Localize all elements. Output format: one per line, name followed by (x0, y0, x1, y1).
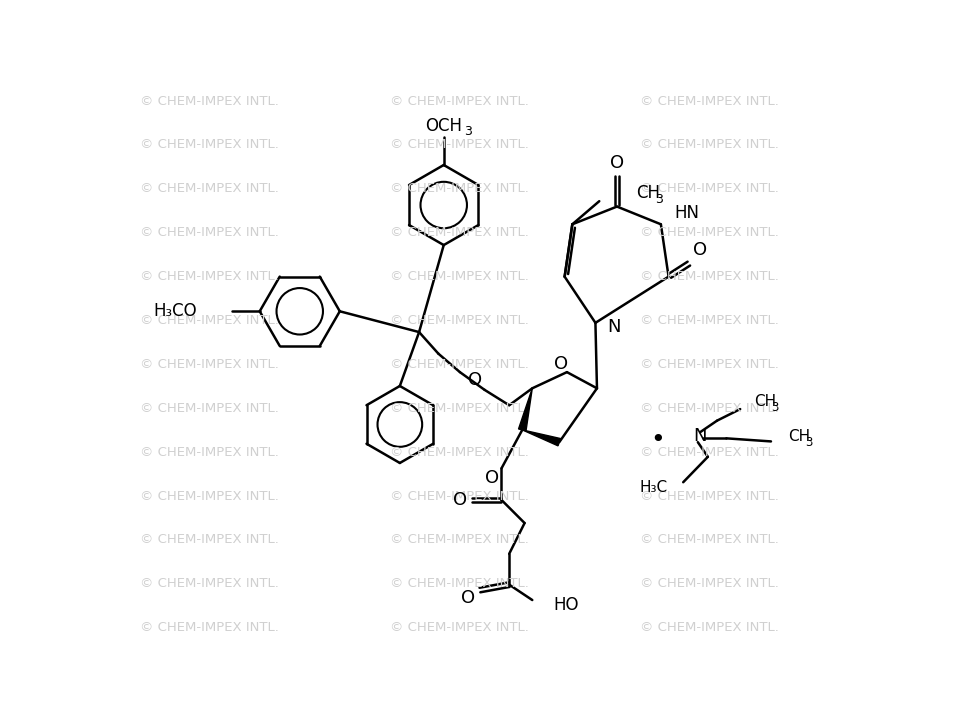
Text: OCH: OCH (426, 118, 463, 136)
Text: © CHEM-IMPEX INTL.: © CHEM-IMPEX INTL. (390, 533, 529, 546)
Text: © CHEM-IMPEX INTL.: © CHEM-IMPEX INTL. (139, 182, 279, 196)
Text: © CHEM-IMPEX INTL.: © CHEM-IMPEX INTL. (139, 270, 279, 283)
Text: © CHEM-IMPEX INTL.: © CHEM-IMPEX INTL. (640, 139, 779, 151)
Text: O: O (453, 491, 467, 509)
Text: O: O (553, 356, 568, 373)
Text: •: • (651, 428, 665, 452)
Text: HN: HN (674, 204, 699, 223)
Text: © CHEM-IMPEX INTL.: © CHEM-IMPEX INTL. (139, 402, 279, 415)
Text: © CHEM-IMPEX INTL.: © CHEM-IMPEX INTL. (640, 490, 779, 503)
Text: N: N (607, 318, 620, 336)
Text: O: O (468, 371, 482, 389)
Text: © CHEM-IMPEX INTL.: © CHEM-IMPEX INTL. (390, 314, 529, 327)
Text: © CHEM-IMPEX INTL.: © CHEM-IMPEX INTL. (640, 621, 779, 634)
Text: © CHEM-IMPEX INTL.: © CHEM-IMPEX INTL. (139, 578, 279, 590)
Text: © CHEM-IMPEX INTL.: © CHEM-IMPEX INTL. (139, 139, 279, 151)
Text: O: O (485, 469, 500, 488)
Text: © CHEM-IMPEX INTL.: © CHEM-IMPEX INTL. (640, 533, 779, 546)
Text: © CHEM-IMPEX INTL.: © CHEM-IMPEX INTL. (640, 270, 779, 283)
Text: O: O (461, 589, 474, 607)
Text: © CHEM-IMPEX INTL.: © CHEM-IMPEX INTL. (139, 446, 279, 458)
Text: © CHEM-IMPEX INTL.: © CHEM-IMPEX INTL. (640, 578, 779, 590)
Text: © CHEM-IMPEX INTL.: © CHEM-IMPEX INTL. (390, 621, 529, 634)
Text: N: N (693, 427, 707, 445)
Text: © CHEM-IMPEX INTL.: © CHEM-IMPEX INTL. (390, 490, 529, 503)
Text: H₃C: H₃C (640, 480, 668, 495)
Text: © CHEM-IMPEX INTL.: © CHEM-IMPEX INTL. (390, 578, 529, 590)
Text: 3: 3 (771, 401, 778, 414)
Text: © CHEM-IMPEX INTL.: © CHEM-IMPEX INTL. (390, 94, 529, 108)
Text: © CHEM-IMPEX INTL.: © CHEM-IMPEX INTL. (640, 402, 779, 415)
Text: © CHEM-IMPEX INTL.: © CHEM-IMPEX INTL. (390, 139, 529, 151)
Text: © CHEM-IMPEX INTL.: © CHEM-IMPEX INTL. (390, 446, 529, 458)
Text: © CHEM-IMPEX INTL.: © CHEM-IMPEX INTL. (640, 94, 779, 108)
Polygon shape (518, 388, 532, 431)
Text: © CHEM-IMPEX INTL.: © CHEM-IMPEX INTL. (139, 226, 279, 239)
Text: © CHEM-IMPEX INTL.: © CHEM-IMPEX INTL. (139, 621, 279, 634)
Text: 3: 3 (656, 193, 663, 206)
Text: © CHEM-IMPEX INTL.: © CHEM-IMPEX INTL. (390, 226, 529, 239)
Text: © CHEM-IMPEX INTL.: © CHEM-IMPEX INTL. (640, 182, 779, 196)
Text: © CHEM-IMPEX INTL.: © CHEM-IMPEX INTL. (139, 358, 279, 371)
Text: HO: HO (554, 596, 580, 615)
Polygon shape (522, 430, 560, 446)
Text: © CHEM-IMPEX INTL.: © CHEM-IMPEX INTL. (139, 533, 279, 546)
Text: © CHEM-IMPEX INTL.: © CHEM-IMPEX INTL. (640, 446, 779, 458)
Text: H₃CO: H₃CO (153, 302, 197, 321)
Text: CH: CH (636, 184, 660, 203)
Text: O: O (610, 154, 624, 171)
Text: © CHEM-IMPEX INTL.: © CHEM-IMPEX INTL. (390, 358, 529, 371)
Text: O: O (693, 241, 707, 258)
Text: © CHEM-IMPEX INTL.: © CHEM-IMPEX INTL. (139, 94, 279, 108)
Text: © CHEM-IMPEX INTL.: © CHEM-IMPEX INTL. (139, 490, 279, 503)
Text: © CHEM-IMPEX INTL.: © CHEM-IMPEX INTL. (390, 402, 529, 415)
Text: © CHEM-IMPEX INTL.: © CHEM-IMPEX INTL. (640, 226, 779, 239)
Text: © CHEM-IMPEX INTL.: © CHEM-IMPEX INTL. (390, 182, 529, 196)
Text: © CHEM-IMPEX INTL.: © CHEM-IMPEX INTL. (640, 314, 779, 327)
Text: 3: 3 (464, 126, 471, 139)
Text: © CHEM-IMPEX INTL.: © CHEM-IMPEX INTL. (640, 358, 779, 371)
Text: CH: CH (788, 428, 810, 443)
Text: 3: 3 (805, 436, 812, 448)
Text: CH: CH (754, 394, 776, 409)
Text: © CHEM-IMPEX INTL.: © CHEM-IMPEX INTL. (390, 270, 529, 283)
Text: © CHEM-IMPEX INTL.: © CHEM-IMPEX INTL. (139, 314, 279, 327)
